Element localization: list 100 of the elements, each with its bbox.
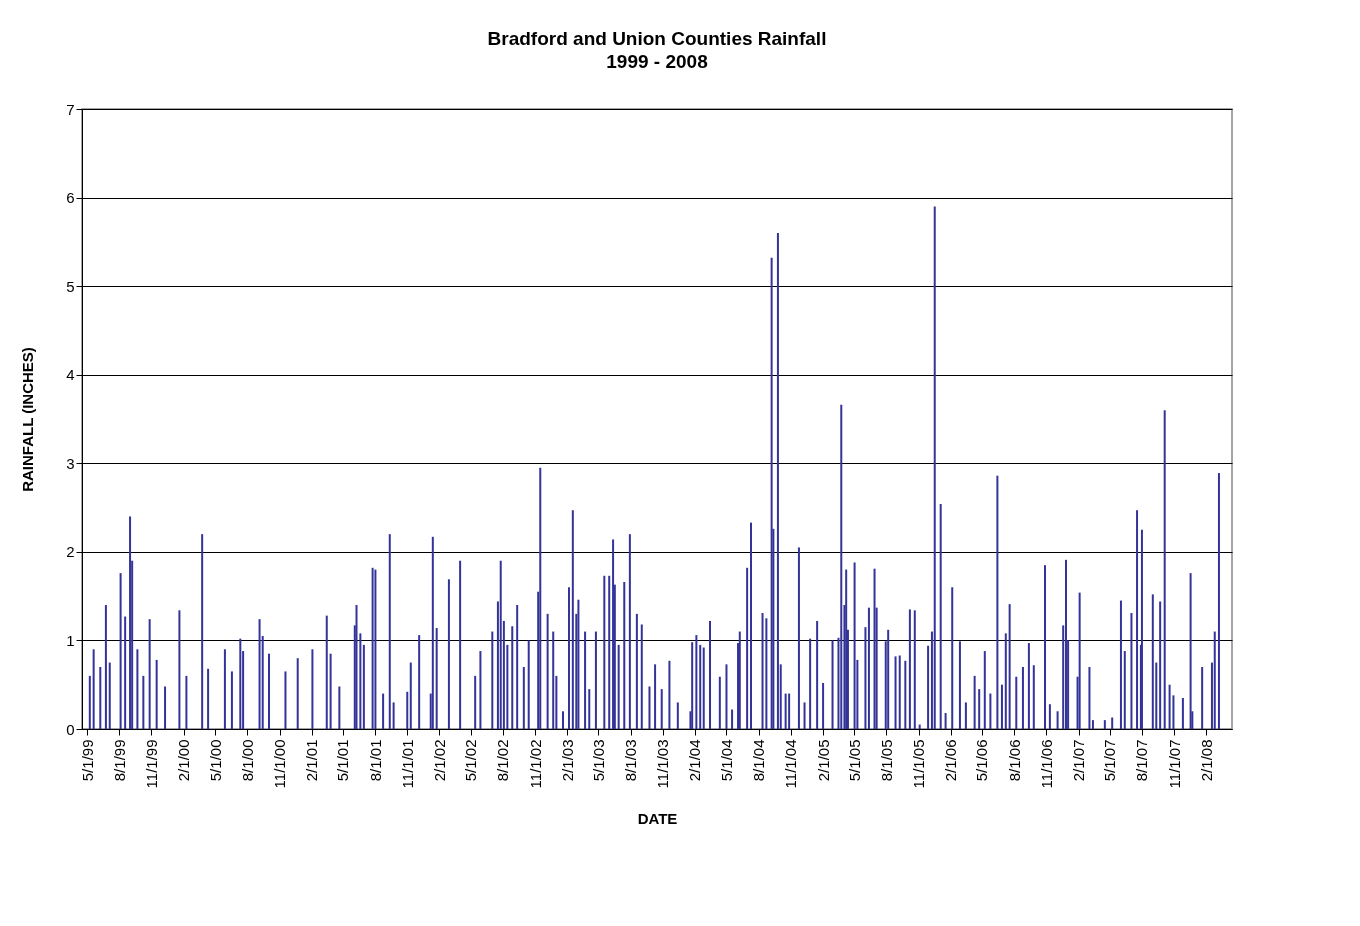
bar <box>996 475 999 729</box>
bar <box>831 640 834 729</box>
bar <box>1136 510 1139 729</box>
x-tick-label: 11/1/06 <box>1037 739 1055 789</box>
bar <box>1091 720 1094 729</box>
bar <box>447 579 450 729</box>
bar <box>1000 684 1003 729</box>
bar <box>522 667 525 729</box>
x-tick-label: 5/1/01 <box>334 739 352 782</box>
x-tick-label: 5/1/03 <box>589 739 607 782</box>
bar <box>374 569 377 729</box>
bar <box>511 626 514 729</box>
x-tick-label: 11/1/02 <box>526 739 544 789</box>
bar <box>776 233 779 729</box>
bar <box>702 647 705 729</box>
bar <box>803 702 806 729</box>
bar <box>989 693 992 729</box>
bar <box>129 516 132 729</box>
bar <box>155 659 158 729</box>
x-tick-label: 5/1/02 <box>462 739 480 782</box>
x-tick-label: 2/1/04 <box>686 739 704 782</box>
bar <box>640 624 643 729</box>
bar <box>435 628 438 729</box>
bar <box>577 599 580 729</box>
bar <box>1021 667 1024 729</box>
bar <box>612 539 615 729</box>
y-tick-label: 5 <box>66 277 75 295</box>
chart-subtitle: 1999 - 2008 <box>606 51 708 72</box>
bar <box>908 609 911 729</box>
x-tick-label: 11/1/05 <box>910 739 928 789</box>
bar <box>718 676 721 729</box>
bar <box>325 615 328 729</box>
bar <box>809 638 812 729</box>
chart-title: Bradford and Union Counties Rainfall <box>487 28 827 49</box>
bar <box>185 675 188 729</box>
bar <box>1027 643 1030 729</box>
bar <box>431 536 434 729</box>
x-tick-label: 5/1/04 <box>717 739 735 782</box>
bar <box>635 613 638 729</box>
bar <box>406 691 409 729</box>
bar <box>864 627 867 729</box>
bar <box>788 693 791 729</box>
x-tick-label: 11/1/04 <box>782 739 800 789</box>
bar <box>1168 684 1171 729</box>
bar <box>1217 473 1220 729</box>
bar <box>746 567 749 729</box>
bar <box>362 644 365 729</box>
x-tick-label: 8/1/03 <box>622 739 640 782</box>
bar <box>964 702 967 729</box>
x-tick-label: 2/1/00 <box>175 739 193 782</box>
bar <box>355 605 358 729</box>
bar <box>584 631 587 729</box>
y-tick-label: 7 <box>66 100 75 118</box>
bar <box>951 587 954 729</box>
bar <box>207 668 210 729</box>
x-tick-label: 8/1/06 <box>1005 739 1023 782</box>
bar <box>148 619 151 729</box>
bar <box>853 562 856 729</box>
bar <box>816 620 819 729</box>
bar <box>691 642 694 729</box>
bar <box>1119 600 1122 729</box>
bar <box>1056 711 1059 729</box>
bar <box>491 631 494 729</box>
bar <box>527 640 530 729</box>
bar <box>539 467 542 729</box>
bar <box>1189 573 1192 729</box>
bar <box>124 616 127 729</box>
bar <box>913 610 916 729</box>
bar <box>822 682 825 729</box>
x-tick-label: 2/1/06 <box>942 739 960 782</box>
bar <box>648 686 651 729</box>
y-tick-label: 1 <box>66 631 75 649</box>
bar <box>546 613 549 729</box>
x-tick-label: 8/1/04 <box>750 739 768 782</box>
bar <box>409 662 412 729</box>
bar <box>725 664 728 729</box>
bar <box>1213 631 1216 729</box>
bar <box>939 504 942 729</box>
bar <box>628 534 631 729</box>
bar <box>1130 612 1133 729</box>
bar <box>709 620 712 729</box>
bar <box>603 575 606 729</box>
y-tick-label: 4 <box>66 366 75 384</box>
bar <box>382 693 385 729</box>
bar <box>567 587 570 729</box>
bar <box>731 709 734 729</box>
bar <box>388 534 391 729</box>
bar <box>1140 529 1143 729</box>
bar <box>499 560 502 729</box>
bar <box>104 605 107 729</box>
bar <box>867 607 870 729</box>
bar <box>284 671 287 729</box>
bar <box>1015 676 1018 729</box>
bar <box>608 575 611 729</box>
bar <box>761 612 764 729</box>
bar <box>973 675 976 729</box>
bar <box>516 605 519 729</box>
x-tick-label: 5/1/06 <box>973 739 991 782</box>
bar <box>329 653 332 729</box>
bar <box>418 635 421 729</box>
